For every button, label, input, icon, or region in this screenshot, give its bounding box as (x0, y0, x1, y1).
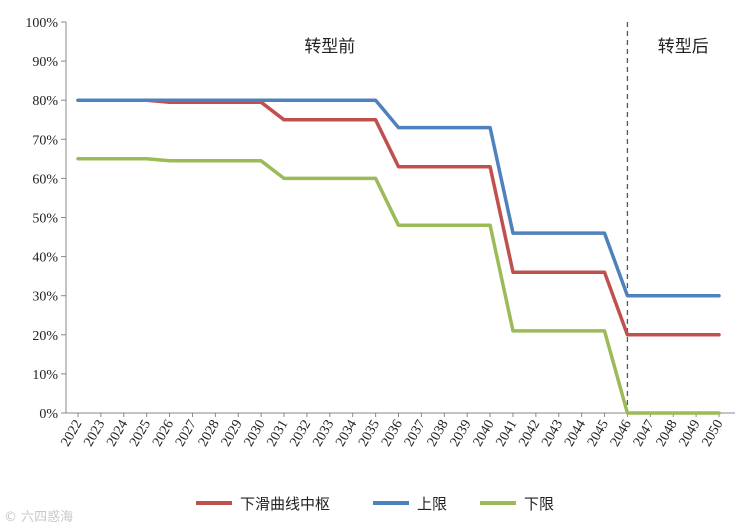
x-tick-label: 2027 (173, 418, 200, 450)
x-tick-label: 2026 (150, 418, 177, 450)
x-tick-label: 2042 (516, 418, 543, 450)
watermark: © 六四惑海 (4, 510, 74, 525)
x-tick-label: 2033 (310, 418, 337, 450)
x-tick-label: 2040 (471, 417, 498, 449)
series-lines (76, 98, 721, 415)
x-tick-label: 2025 (127, 418, 154, 450)
x-tick-label: 2050 (699, 418, 726, 450)
x-tick-label: 2037 (402, 418, 429, 450)
legend-label-lower: 下限 (524, 495, 554, 513)
legend: 下滑曲线中枢 上限 下限 (196, 495, 554, 513)
phase-after-label: 转型后 (658, 37, 709, 57)
x-tick-label: 2047 (631, 418, 658, 450)
x-tick-label: 2031 (265, 418, 292, 450)
y-tick-label: 100% (25, 16, 58, 31)
series-line-upper (76, 98, 721, 298)
y-tick-label: 0% (39, 407, 58, 422)
x-tick-label: 2034 (333, 418, 360, 450)
x-axis-ticks: 2022202320242025202620272028202920302031… (58, 413, 726, 449)
x-tick-label: 2044 (562, 418, 589, 450)
y-tick-label: 60% (32, 172, 58, 187)
x-tick-label: 2035 (356, 418, 383, 450)
x-tick-label: 2038 (425, 418, 452, 450)
x-tick-label: 2039 (448, 418, 475, 450)
x-tick-label: 2024 (104, 418, 131, 450)
x-tick-label: 2046 (608, 418, 635, 450)
y-axis-ticks: 0% 10% 20% 30% 40% 50% 60% 70% 80% 90% 100% (25, 16, 66, 422)
x-tick-label: 2036 (379, 418, 406, 450)
phase-before-label: 转型前 (304, 37, 355, 57)
y-tick-label: 10% (32, 368, 58, 383)
legend-label-center: 下滑曲线中枢 (240, 495, 330, 513)
y-tick-label: 70% (32, 133, 58, 148)
x-tick-label: 2045 (585, 418, 612, 450)
x-tick-label: 2023 (81, 418, 108, 450)
series-line-lower (76, 157, 721, 415)
y-tick-label: 90% (32, 55, 58, 70)
y-tick-label: 40% (32, 251, 58, 266)
x-tick-label: 2043 (539, 418, 566, 450)
x-tick-label: 2049 (677, 418, 704, 450)
x-tick-label: 2048 (654, 418, 681, 450)
y-tick-label: 80% (32, 94, 58, 109)
y-tick-label: 20% (32, 329, 58, 344)
x-tick-label: 2022 (58, 418, 85, 450)
x-tick-label: 2030 (242, 418, 269, 450)
series-line-center (76, 98, 721, 337)
x-tick-label: 2032 (287, 418, 314, 450)
x-tick-label: 2029 (219, 418, 246, 450)
x-tick-label: 2028 (196, 418, 223, 450)
y-tick-label: 30% (32, 290, 58, 305)
y-tick-label: 50% (32, 212, 58, 227)
legend-label-upper: 上限 (417, 495, 447, 513)
x-tick-label: 2041 (493, 418, 520, 450)
